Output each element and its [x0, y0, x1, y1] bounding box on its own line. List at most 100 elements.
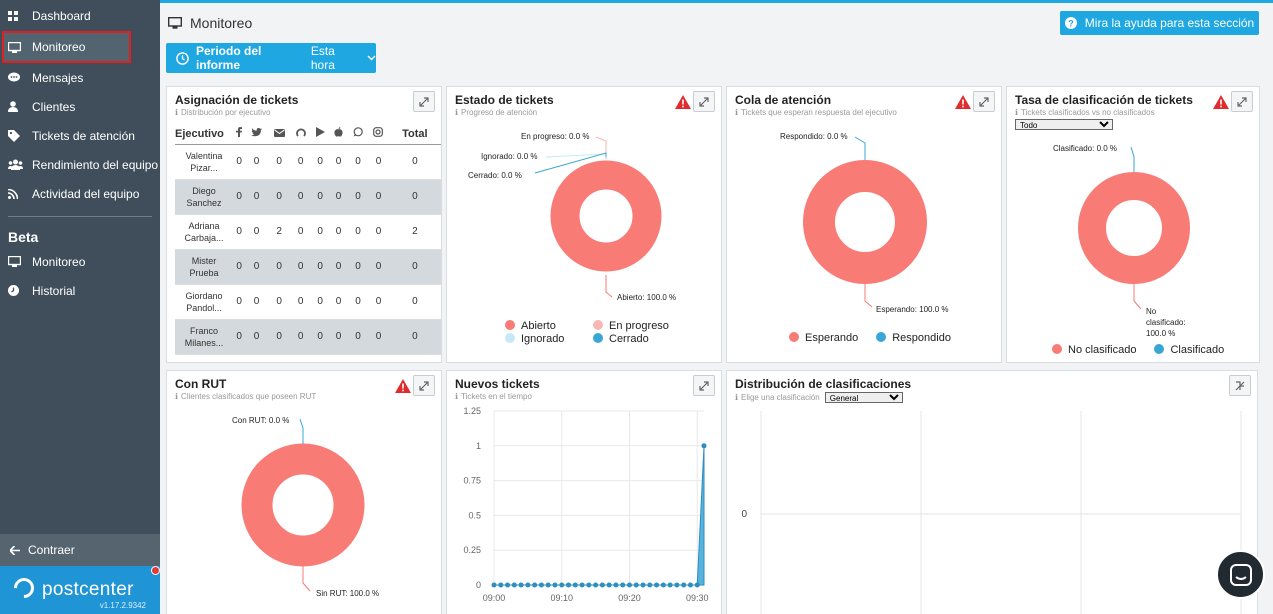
- sidebar-item-dashboard[interactable]: Dashboard: [0, 0, 160, 31]
- nuevos-card: Nuevos tickets ℹ Tickets en el tiempo 0 0.…: [446, 370, 722, 614]
- card-title: Tasa de clasificación de tickets: [1015, 93, 1193, 107]
- legend-item[interactable]: En progreso: [593, 320, 685, 333]
- label-abierto: Abierto: 100.0 %: [617, 293, 677, 302]
- warning-icon[interactable]: [395, 379, 411, 393]
- collapse-chart-button[interactable]: [1229, 375, 1251, 396]
- sidebar-item-clientes[interactable]: Clientes: [0, 92, 160, 121]
- chat-widget-icon: [1229, 563, 1252, 586]
- email-icon: [267, 124, 291, 145]
- slice-abierto[interactable]: [550, 160, 662, 272]
- data-point: [647, 582, 653, 588]
- channel-count-cell: 0: [368, 319, 389, 355]
- legend-swatch: [1052, 344, 1062, 354]
- expand-button[interactable]: [693, 91, 715, 112]
- tag-icon: [8, 129, 32, 142]
- sidebar-item-tickets[interactable]: Tickets de atención: [0, 121, 160, 150]
- expand-button[interactable]: [973, 91, 995, 112]
- data-point: [491, 582, 497, 588]
- team-icon: [8, 159, 32, 170]
- data-point: [599, 582, 605, 588]
- expand-button[interactable]: [1231, 91, 1253, 112]
- chat-widget-button[interactable]: [1216, 550, 1265, 599]
- channel-count-cell: 0: [267, 179, 291, 215]
- apple-icon: [329, 124, 348, 145]
- data-point: [701, 443, 707, 449]
- slice-sin-rut[interactable]: [241, 443, 365, 567]
- slice-esperando[interactable]: [803, 160, 927, 284]
- channel-count-cell: 2: [267, 214, 291, 250]
- channel-count-cell: 0: [290, 319, 311, 355]
- help-button[interactable]: ? Mira la ayuda para esta sección: [1060, 11, 1259, 35]
- data-point: [681, 582, 687, 588]
- legend-item[interactable]: No clasificado: [1052, 344, 1136, 356]
- classification-select[interactable]: General: [824, 392, 903, 403]
- legend-swatch: [789, 332, 799, 342]
- chevron-down-icon: [367, 55, 376, 61]
- exec-name-cell: Giordano Pandol...: [175, 284, 233, 320]
- sidebar-item-historial[interactable]: Historial: [0, 276, 160, 305]
- warning-icon[interactable]: [675, 95, 691, 109]
- channel-count-cell: [347, 354, 369, 362]
- instagram-icon: [368, 124, 389, 145]
- warning-icon[interactable]: [955, 95, 971, 109]
- sidebar-item-mensajes[interactable]: Mensajes: [0, 63, 160, 92]
- tasa-donut-chart: [1078, 146, 1190, 310]
- estado-donut-chart: [534, 136, 662, 298]
- data-point: [552, 582, 558, 588]
- legend-swatch: [593, 320, 603, 330]
- channel-count-cell: 0: [290, 214, 311, 250]
- collapse-button[interactable]: Contraer: [0, 534, 160, 566]
- table-row: Valentina Pizar... 0 0 0 0 0 0 0 0 0: [175, 144, 441, 180]
- sidebar-item-actividad[interactable]: Actividad del equipo: [0, 179, 160, 208]
- expand-button[interactable]: [693, 375, 715, 396]
- card-title: Asignación de tickets: [175, 93, 299, 107]
- tasa-legend: No clasificado Clasificado: [1052, 344, 1252, 356]
- collapse-label: Contraer: [28, 543, 75, 557]
- sidebar-item-label: Monitoreo: [32, 40, 86, 54]
- sidebar-item-rendimiento[interactable]: Rendimiento del equipo: [0, 150, 160, 179]
- total-cell: [388, 354, 441, 362]
- expand-icon: [979, 96, 989, 107]
- sidebar-item-monitoreo[interactable]: Monitoreo: [2, 31, 131, 63]
- leader-abierto: [605, 275, 613, 298]
- classification-filter-select[interactable]: Todo: [1015, 119, 1113, 130]
- expand-button[interactable]: [413, 375, 435, 396]
- sidebar-divider: [8, 216, 152, 217]
- channel-count-cell: 0: [290, 284, 311, 320]
- exec-name-cell: Mister Prueba: [175, 249, 233, 285]
- channel-count-cell: 0: [368, 214, 389, 250]
- data-point: [660, 582, 666, 588]
- card-subtitle: ℹ Distribución por ejecutivo: [175, 108, 270, 117]
- channel-count-cell: 0: [368, 179, 389, 215]
- legend-item[interactable]: Clasificado: [1154, 344, 1224, 356]
- expand-icon: [419, 380, 429, 391]
- channel-count-cell: 0: [310, 144, 330, 180]
- legend-swatch: [505, 333, 515, 343]
- legend-item[interactable]: Ignorado: [505, 333, 593, 346]
- channel-count-cell: 0: [245, 144, 268, 180]
- y-tick-label: 0.25: [463, 545, 481, 555]
- y-tick-label: 0: [476, 580, 481, 590]
- sidebar-item-label: Dashboard: [32, 8, 91, 23]
- channel-count-cell: 0: [245, 214, 268, 250]
- channel-count-cell: 0: [245, 249, 268, 285]
- user-icon: [8, 101, 32, 112]
- legend-item[interactable]: Cerrado: [593, 333, 685, 346]
- period-dropdown[interactable]: Periodo del informe Esta hora: [166, 43, 376, 73]
- legend-label: No clasificado: [1068, 344, 1137, 356]
- label-clasificado: Clasificado: 0.0 %: [1053, 144, 1118, 153]
- warning-icon[interactable]: [1213, 95, 1229, 109]
- brand-name: postcenter: [42, 579, 134, 600]
- legend-item[interactable]: Respondido: [876, 332, 951, 344]
- top-accent-bar: [0, 0, 1273, 3]
- info-icon: ℹ: [735, 108, 739, 117]
- sidebar-item-beta-monitoreo[interactable]: Monitoreo: [0, 247, 160, 276]
- card-title: Estado de tickets: [455, 93, 554, 107]
- expand-button[interactable]: [413, 91, 435, 112]
- legend-item[interactable]: Esperando: [789, 332, 858, 344]
- legend-item[interactable]: Abierto: [505, 320, 593, 333]
- info-icon: ℹ: [175, 108, 179, 117]
- label-no-clasificado-line1: No: [1146, 307, 1157, 316]
- slice-no-clasificado[interactable]: [1078, 172, 1190, 284]
- sidebar-item-label: Tickets de atención: [32, 128, 135, 143]
